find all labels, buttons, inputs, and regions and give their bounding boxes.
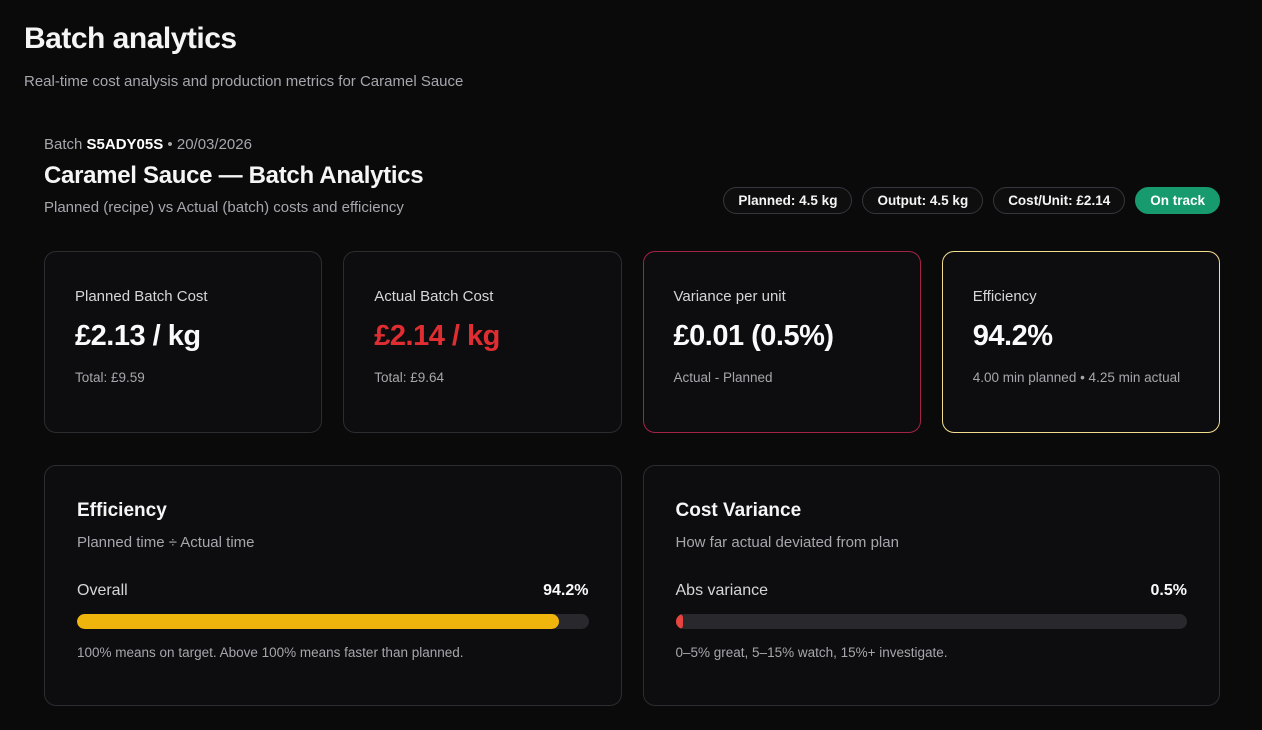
batch-header-row: Caramel Sauce — Batch Analytics Planned … — [44, 153, 1220, 216]
stat-card-planned-batch-cost: Planned Batch Cost £2.13 / kg Total: £9.… — [44, 251, 323, 433]
variance-progress-track — [675, 614, 1187, 629]
stat-sub: Total: £9.64 — [374, 370, 445, 385]
batch-analytics-section: Batch S5ADY05S • 20/03/2026 Caramel Sauc… — [44, 136, 1220, 706]
stat-value: £0.01 (0.5%) — [673, 320, 835, 352]
batch-meta-separator: • — [167, 136, 173, 153]
panel-subtitle: How far actual deviated from plan — [675, 534, 899, 551]
stat-value: £2.14 / kg — [374, 320, 500, 352]
stat-sub: Actual - Planned — [673, 370, 773, 385]
pill-planned-weight: Planned: 4.5 kg — [723, 186, 853, 214]
metric-value: 94.2% — [543, 582, 589, 599]
stat-card-variance-per-unit: Variance per unit £0.01 (0.5%) Actual - … — [642, 251, 921, 433]
efficiency-progress-fill — [77, 614, 559, 629]
stat-label: Planned Batch Cost — [75, 288, 208, 305]
batch-heading: Caramel Sauce — Batch Analytics — [44, 162, 424, 189]
panel-title: Cost Variance — [675, 500, 802, 521]
batch-meta: Batch S5ADY05S • 20/03/2026 — [44, 136, 1220, 153]
panel-title: Efficiency — [77, 500, 167, 521]
efficiency-progress-track — [77, 614, 589, 629]
pill-output-weight: Output: 4.5 kg — [862, 186, 984, 214]
stat-label: Actual Batch Cost — [374, 288, 494, 305]
stat-value: £2.13 / kg — [75, 320, 201, 352]
stat-label: Variance per unit — [673, 288, 786, 305]
metric-row: Abs variance 0.5% — [676, 582, 1188, 600]
stat-sub: 4.00 min planned • 4.25 min actual — [972, 370, 1181, 385]
batch-subheading: Planned (recipe) vs Actual (batch) costs… — [44, 199, 404, 216]
metric-label: Overall — [77, 582, 128, 599]
batch-code: S5ADY05S — [86, 136, 164, 153]
detail-panels-row: Efficiency Planned time ÷ Actual time Ov… — [44, 465, 1220, 706]
panel-footnote: 0–5% great, 5–15% watch, 15%+ investigat… — [675, 645, 948, 660]
panel-subtitle: Planned time ÷ Actual time — [77, 534, 255, 551]
panel-cost-variance: Cost Variance How far actual deviated fr… — [642, 465, 1220, 706]
page-title: Batch analytics — [24, 22, 237, 55]
panel-footnote: 100% means on target. Above 100% means f… — [77, 645, 464, 660]
batch-header-left: Caramel Sauce — Batch Analytics Planned … — [44, 153, 424, 216]
metric-row: Overall 94.2% — [77, 582, 589, 600]
stat-card-efficiency: Efficiency 94.2% 4.00 min planned • 4.25… — [941, 251, 1220, 433]
batch-meta-label: Batch — [44, 136, 83, 153]
page-subtitle: Real-time cost analysis and production m… — [24, 73, 464, 90]
summary-pills: Planned: 4.5 kg Output: 4.5 kg Cost/Unit… — [723, 186, 1220, 217]
status-badge-on-track: On track — [1135, 186, 1220, 214]
metric-value: 0.5% — [1150, 582, 1187, 599]
metric-label: Abs variance — [675, 582, 769, 599]
panel-efficiency: Efficiency Planned time ÷ Actual time Ov… — [44, 465, 622, 706]
stat-value: 94.2% — [972, 320, 1053, 352]
stat-cards-row: Planned Batch Cost £2.13 / kg Total: £9.… — [44, 251, 1220, 433]
batch-date: 20/03/2026 — [176, 136, 252, 153]
variance-progress-fill — [675, 614, 683, 629]
stat-sub: Total: £9.59 — [75, 370, 145, 385]
stat-label: Efficiency — [972, 288, 1037, 305]
stat-card-actual-batch-cost: Actual Batch Cost £2.14 / kg Total: £9.6… — [343, 251, 622, 433]
pill-cost-per-unit: Cost/Unit: £2.14 — [993, 186, 1126, 214]
